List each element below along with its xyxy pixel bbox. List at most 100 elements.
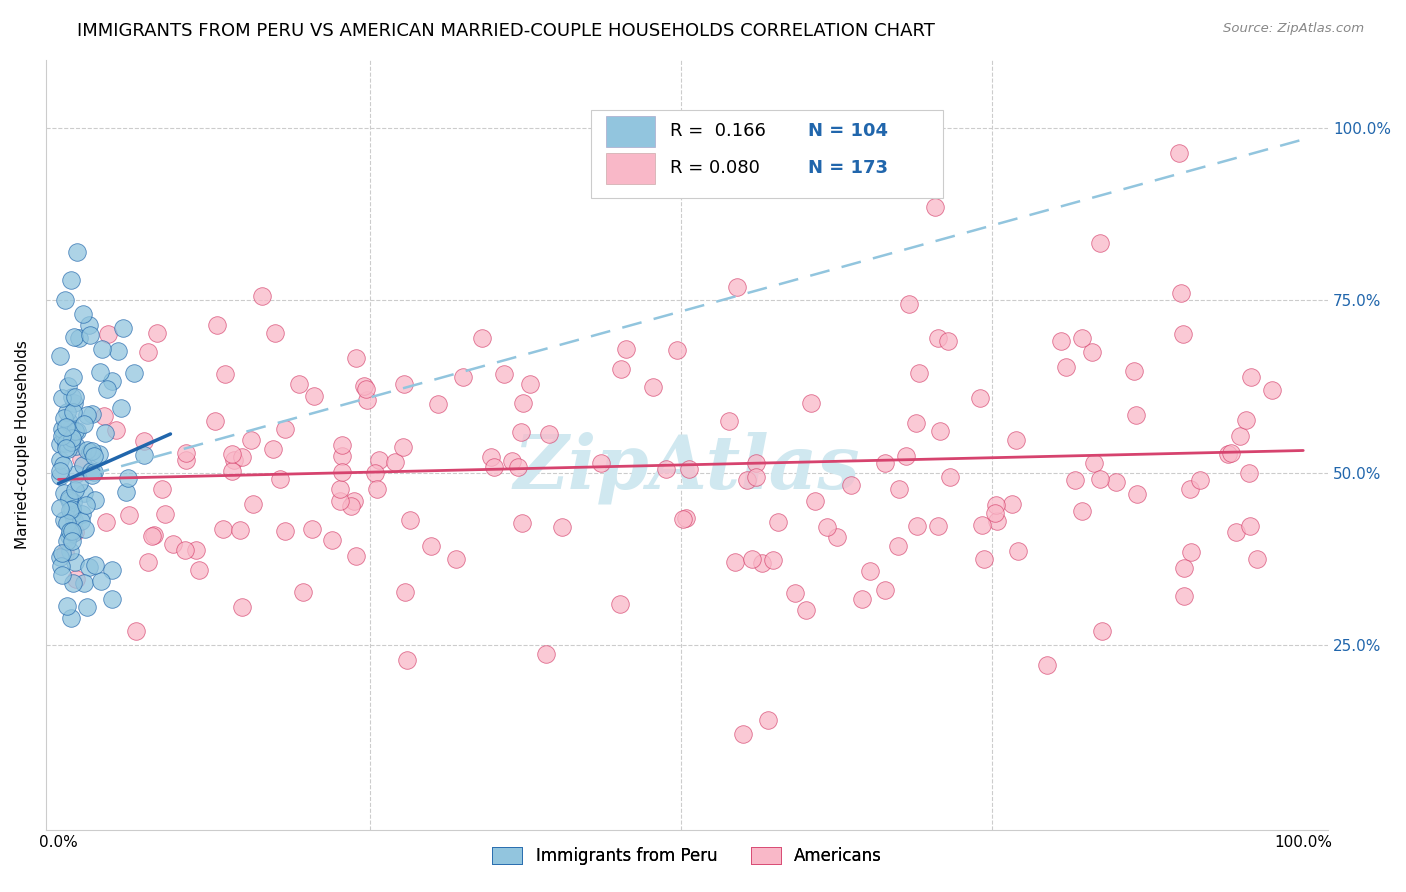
Point	[343, 494, 366, 508]
Point	[58, 528, 80, 542]
Point	[1167, 145, 1189, 160]
Point	[89, 447, 111, 461]
Point	[927, 519, 949, 533]
Point	[353, 379, 375, 393]
Point	[1050, 334, 1073, 348]
Point	[72, 507, 94, 521]
Point	[269, 472, 291, 486]
Point	[70, 514, 93, 528]
Point	[63, 425, 86, 439]
Text: R =  0.166: R = 0.166	[671, 122, 766, 140]
Point	[55, 599, 77, 614]
Point	[48, 550, 70, 565]
Point	[59, 434, 82, 449]
Bar	[606, 116, 655, 146]
Point	[1126, 487, 1149, 501]
Point	[1104, 475, 1126, 489]
Point	[55, 419, 77, 434]
Point	[184, 543, 207, 558]
Point	[66, 425, 89, 439]
Point	[717, 414, 740, 428]
Point	[60, 431, 83, 445]
Point	[60, 390, 83, 404]
Point	[93, 409, 115, 424]
Point	[1123, 364, 1146, 378]
Point	[104, 423, 127, 437]
Text: N = 173: N = 173	[807, 160, 887, 178]
Point	[519, 377, 541, 392]
Point	[534, 647, 557, 661]
Point	[84, 493, 107, 508]
Point	[174, 452, 197, 467]
Point	[366, 482, 388, 496]
Point	[367, 453, 389, 467]
Point	[52, 513, 75, 527]
Point	[48, 464, 70, 478]
Point	[264, 326, 287, 340]
Point	[56, 516, 79, 531]
Point	[55, 436, 77, 450]
Point	[65, 524, 87, 539]
Point	[641, 380, 664, 394]
Point	[222, 453, 245, 467]
Point	[125, 624, 148, 639]
Point	[745, 457, 768, 471]
Point	[344, 549, 367, 563]
Point	[858, 564, 880, 578]
Point	[329, 494, 352, 508]
Point	[60, 524, 83, 539]
Point	[672, 512, 695, 526]
Point	[134, 434, 156, 449]
Point	[973, 552, 995, 566]
Point	[153, 507, 176, 521]
Point	[340, 499, 363, 513]
Point	[63, 513, 86, 527]
Point	[51, 568, 73, 582]
Point	[72, 458, 94, 473]
Point	[1083, 456, 1105, 470]
Y-axis label: Married-couple Households: Married-couple Households	[15, 341, 30, 549]
Point	[63, 396, 86, 410]
Point	[242, 498, 264, 512]
Point	[1001, 497, 1024, 511]
Point	[62, 370, 84, 384]
Point	[239, 434, 262, 448]
Point	[873, 456, 896, 470]
Point	[332, 466, 354, 480]
Point	[538, 427, 561, 442]
Point	[55, 441, 77, 455]
Point	[55, 434, 77, 449]
Point	[427, 397, 450, 411]
Point	[1237, 466, 1260, 480]
Point	[53, 486, 76, 500]
Point	[887, 483, 910, 497]
Point	[52, 458, 75, 472]
Point	[1054, 360, 1077, 375]
Point	[1125, 408, 1147, 422]
Point	[330, 438, 353, 452]
Point	[60, 502, 83, 516]
Point	[221, 446, 243, 460]
Point	[79, 327, 101, 342]
Point	[725, 280, 748, 294]
Point	[136, 555, 159, 569]
Point	[83, 465, 105, 479]
Point	[1170, 286, 1192, 301]
Point	[65, 573, 87, 587]
Text: Source: ZipAtlas.com: Source: ZipAtlas.com	[1223, 22, 1364, 36]
Point	[825, 531, 848, 545]
Point	[655, 462, 678, 476]
Point	[301, 522, 323, 536]
Point	[76, 408, 98, 422]
Point	[344, 351, 367, 365]
Point	[56, 442, 79, 456]
Point	[63, 483, 86, 497]
Point	[1173, 589, 1195, 603]
Point	[451, 369, 474, 384]
Point	[482, 460, 505, 475]
Point	[741, 551, 763, 566]
Point	[58, 491, 80, 505]
Point	[53, 546, 76, 560]
Point	[76, 443, 98, 458]
Point	[75, 522, 97, 536]
